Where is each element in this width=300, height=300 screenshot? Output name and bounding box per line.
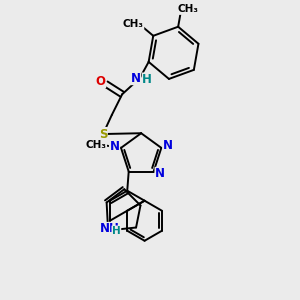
Text: H: H: [112, 226, 121, 236]
Text: N: N: [130, 72, 140, 85]
Text: N: N: [163, 139, 173, 152]
Text: N: N: [155, 167, 165, 180]
Text: O: O: [96, 74, 106, 88]
Text: CH₃: CH₃: [85, 140, 106, 150]
Text: CH₃: CH₃: [177, 4, 198, 14]
Text: H: H: [142, 73, 152, 86]
Text: S: S: [99, 128, 107, 140]
Text: N: N: [110, 140, 119, 153]
Text: CH₃: CH₃: [123, 20, 144, 29]
Text: NH: NH: [100, 223, 120, 236]
